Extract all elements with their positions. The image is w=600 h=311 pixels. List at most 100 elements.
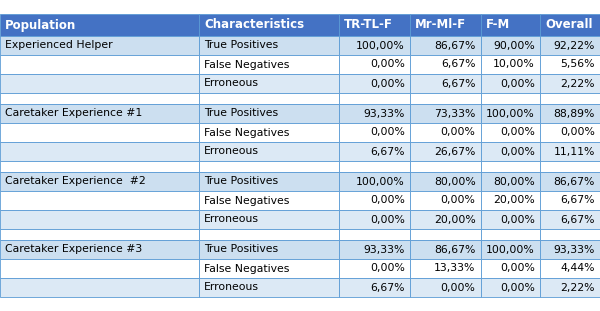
Bar — [0, 36, 199, 55]
Text: 10,00%: 10,00% — [493, 59, 535, 69]
Bar — [410, 259, 481, 278]
Text: 0,00%: 0,00% — [500, 263, 535, 273]
Text: Caretaker Experience #3: Caretaker Experience #3 — [5, 244, 142, 254]
Text: 6,67%: 6,67% — [370, 282, 405, 293]
Bar — [410, 14, 481, 36]
Text: 6,67%: 6,67% — [370, 146, 405, 156]
Bar — [410, 55, 481, 74]
Bar — [540, 161, 600, 172]
Bar — [410, 93, 481, 104]
Text: 100,00%: 100,00% — [356, 40, 405, 50]
Text: 88,89%: 88,89% — [554, 109, 595, 118]
Bar — [481, 278, 540, 297]
Bar — [0, 161, 199, 172]
Bar — [481, 55, 540, 74]
Bar — [540, 259, 600, 278]
Text: Mr-Ml-F: Mr-Ml-F — [415, 18, 466, 31]
Bar — [0, 259, 199, 278]
Text: 0,00%: 0,00% — [500, 128, 535, 137]
Text: 6,67%: 6,67% — [441, 59, 476, 69]
Bar — [481, 210, 540, 229]
Bar — [481, 104, 540, 123]
Text: 20,00%: 20,00% — [434, 215, 476, 225]
Bar — [199, 104, 339, 123]
Bar — [339, 259, 410, 278]
Bar — [199, 14, 339, 36]
Bar — [481, 172, 540, 191]
Bar — [339, 229, 410, 240]
Bar — [0, 210, 199, 229]
Bar — [339, 278, 410, 297]
Bar — [199, 123, 339, 142]
Text: False Negatives: False Negatives — [204, 128, 290, 137]
Bar — [0, 172, 199, 191]
Bar — [199, 74, 339, 93]
Text: 2,22%: 2,22% — [560, 282, 595, 293]
Bar — [199, 55, 339, 74]
Text: 0,00%: 0,00% — [370, 196, 405, 206]
Text: Erroneous: Erroneous — [204, 146, 259, 156]
Bar — [0, 93, 199, 104]
Text: 92,22%: 92,22% — [554, 40, 595, 50]
Bar — [0, 55, 199, 74]
Bar — [199, 210, 339, 229]
Bar — [0, 74, 199, 93]
Text: 93,33%: 93,33% — [364, 109, 405, 118]
Bar — [199, 259, 339, 278]
Text: 26,67%: 26,67% — [434, 146, 476, 156]
Text: 0,00%: 0,00% — [441, 196, 476, 206]
Bar — [0, 142, 199, 161]
Bar — [410, 229, 481, 240]
Bar — [410, 210, 481, 229]
Text: Experienced Helper: Experienced Helper — [5, 40, 113, 50]
Bar — [540, 172, 600, 191]
Text: 0,00%: 0,00% — [370, 128, 405, 137]
Text: 0,00%: 0,00% — [441, 282, 476, 293]
Bar — [540, 123, 600, 142]
Text: 80,00%: 80,00% — [493, 177, 535, 187]
Text: Population: Population — [5, 18, 76, 31]
Bar — [481, 240, 540, 259]
Bar — [410, 74, 481, 93]
Text: Overall: Overall — [545, 18, 593, 31]
Bar — [199, 36, 339, 55]
Text: 0,00%: 0,00% — [500, 146, 535, 156]
Text: TR-TL-F: TR-TL-F — [344, 18, 393, 31]
Text: 5,56%: 5,56% — [560, 59, 595, 69]
Bar — [339, 74, 410, 93]
Text: Erroneous: Erroneous — [204, 78, 259, 89]
Text: 86,67%: 86,67% — [434, 244, 476, 254]
Text: Caretaker Experience  #2: Caretaker Experience #2 — [5, 177, 146, 187]
Text: 0,00%: 0,00% — [370, 263, 405, 273]
Bar — [199, 240, 339, 259]
Bar — [481, 229, 540, 240]
Text: True Positives: True Positives — [204, 177, 278, 187]
Bar — [481, 123, 540, 142]
Bar — [410, 278, 481, 297]
Bar — [481, 161, 540, 172]
Bar — [540, 104, 600, 123]
Bar — [339, 172, 410, 191]
Text: 80,00%: 80,00% — [434, 177, 476, 187]
Bar — [540, 36, 600, 55]
Text: 6,67%: 6,67% — [560, 215, 595, 225]
Bar — [0, 191, 199, 210]
Text: Characteristics: Characteristics — [204, 18, 304, 31]
Text: 0,00%: 0,00% — [500, 215, 535, 225]
Bar — [339, 36, 410, 55]
Bar — [410, 36, 481, 55]
Bar — [339, 142, 410, 161]
Bar — [199, 142, 339, 161]
Text: True Positives: True Positives — [204, 109, 278, 118]
Text: 100,00%: 100,00% — [486, 244, 535, 254]
Bar — [540, 278, 600, 297]
Bar — [410, 191, 481, 210]
Text: 6,67%: 6,67% — [560, 196, 595, 206]
Bar — [0, 14, 199, 36]
Bar — [339, 55, 410, 74]
Text: False Negatives: False Negatives — [204, 263, 290, 273]
Text: 0,00%: 0,00% — [370, 78, 405, 89]
Text: False Negatives: False Negatives — [204, 196, 290, 206]
Bar — [0, 278, 199, 297]
Text: 93,33%: 93,33% — [554, 244, 595, 254]
